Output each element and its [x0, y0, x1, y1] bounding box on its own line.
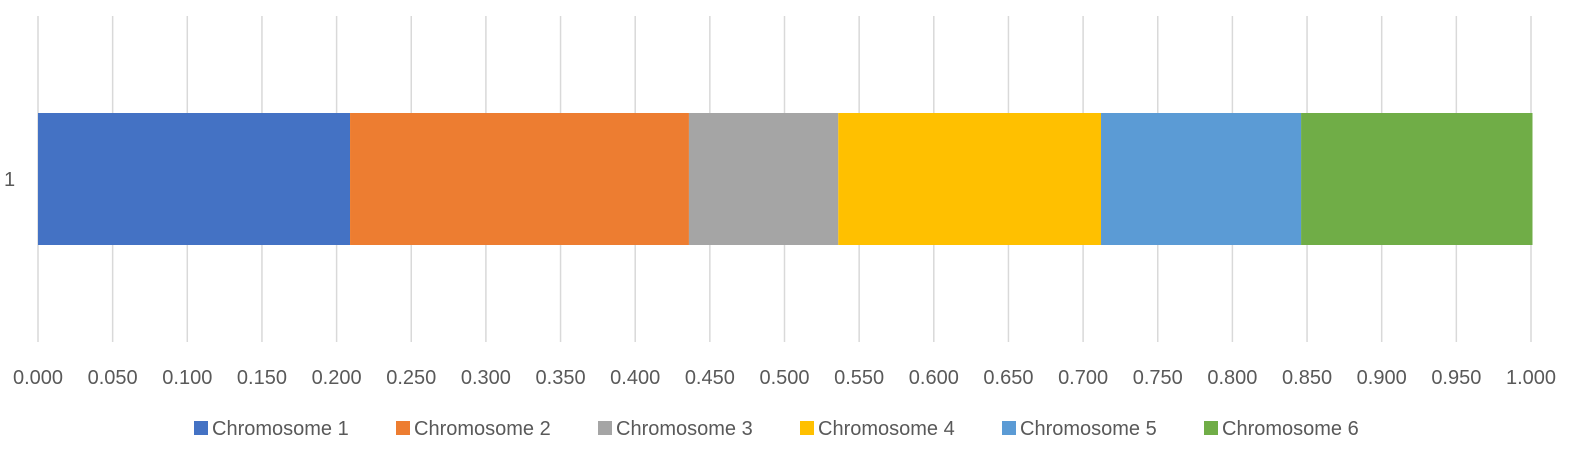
- x-tick-label: 0.850: [1282, 367, 1332, 389]
- y-axis-category-labels: 1: [4, 169, 15, 191]
- legend-swatch: [800, 421, 814, 435]
- x-tick-label: 0.800: [1207, 367, 1257, 389]
- bar-segment-chromosome-5: [1101, 113, 1302, 245]
- x-tick-label: 0.750: [1133, 367, 1183, 389]
- bar-segment-chromosome-3: [688, 113, 839, 245]
- legend-swatch: [194, 421, 208, 435]
- bar-segment-chromosome-4: [838, 113, 1102, 245]
- x-tick-label: 0.950: [1431, 367, 1481, 389]
- x-tick-label: 0.300: [461, 367, 511, 389]
- x-tick-label: 0.550: [834, 367, 884, 389]
- x-tick-label: 0.050: [88, 367, 138, 389]
- x-tick-label: 0.400: [610, 367, 660, 389]
- x-tick-label: 0.450: [685, 367, 735, 389]
- x-tick-label: 0.650: [983, 367, 1033, 389]
- legend: Chromosome 1 Chromosome 2 Chromosome 3 Chro…: [194, 418, 1359, 440]
- x-tick-label: 0.600: [909, 367, 959, 389]
- x-tick-label: 0.150: [237, 367, 287, 389]
- legend-swatch: [598, 421, 612, 435]
- x-tick-label: 0.700: [1058, 367, 1108, 389]
- x-tick-label: 0.350: [536, 367, 586, 389]
- bar-segments: [38, 113, 1533, 245]
- bar-segment-chromosome-1: [38, 113, 351, 245]
- legend-label: Chromosome 5: [1020, 418, 1157, 440]
- legend-label: Chromosome 1: [212, 418, 349, 440]
- legend-swatch: [396, 421, 410, 435]
- x-tick-label: 0.500: [759, 367, 809, 389]
- y-category-label: 1: [4, 169, 15, 191]
- x-tick-label: 0.000: [13, 367, 63, 389]
- x-tick-label: 0.100: [162, 367, 212, 389]
- bar-segment-chromosome-6: [1301, 113, 1533, 245]
- x-axis-tick-labels: 0.000 0.050 0.100 0.150 0.200 0.250 0.300 0.350…: [13, 367, 1556, 389]
- legend-label: Chromosome 3: [616, 418, 753, 440]
- x-tick-label: 1.000: [1506, 367, 1556, 389]
- legend-swatch: [1204, 421, 1218, 435]
- bar-segment-chromosome-2: [350, 113, 689, 245]
- legend-label: Chromosome 4: [818, 418, 955, 440]
- legend-label: Chromosome 6: [1222, 418, 1359, 440]
- x-tick-label: 0.900: [1357, 367, 1407, 389]
- legend-swatch: [1002, 421, 1016, 435]
- x-tick-label: 0.250: [386, 367, 436, 389]
- x-tick-label: 0.200: [312, 367, 362, 389]
- legend-label: Chromosome 2: [414, 418, 551, 440]
